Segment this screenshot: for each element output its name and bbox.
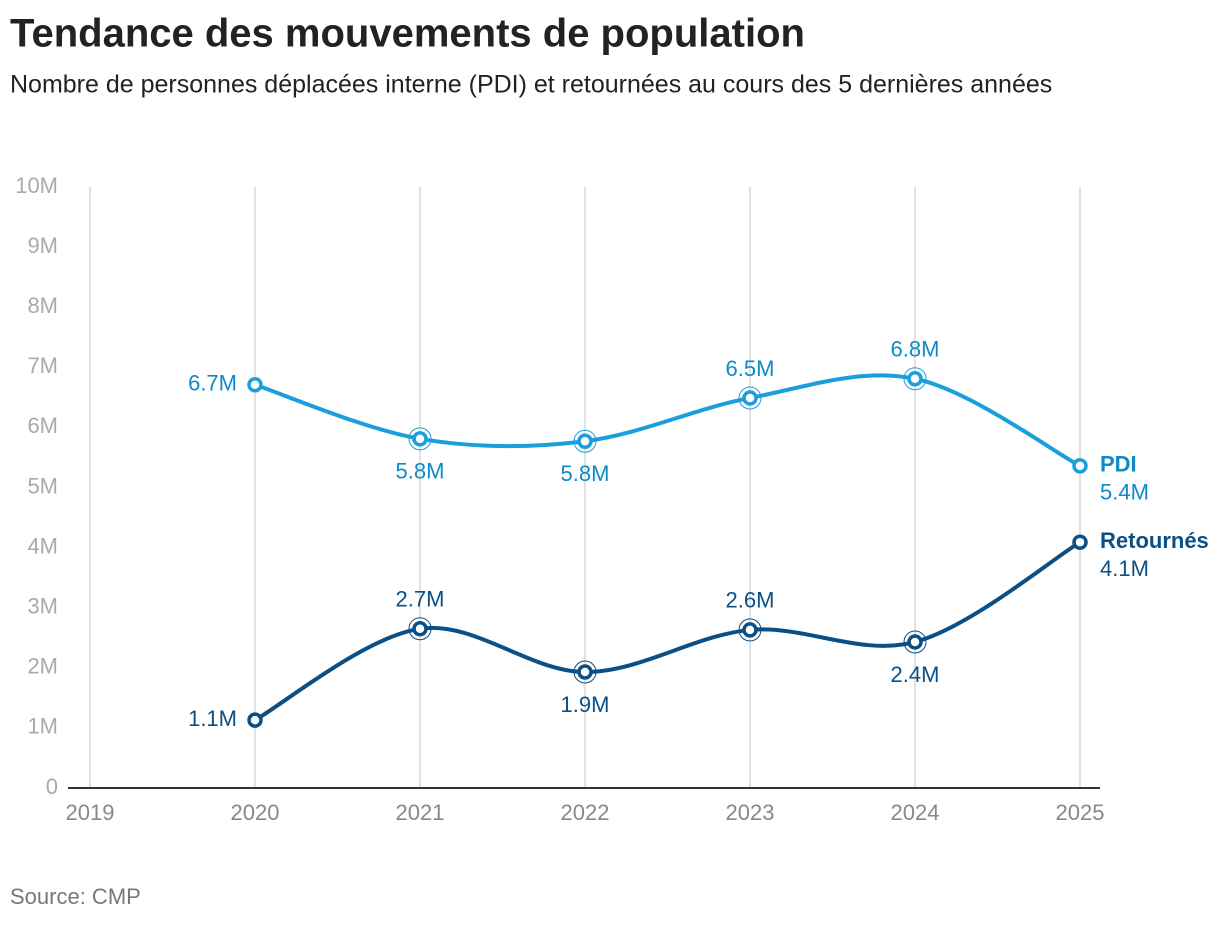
y-tick-label: 6M — [27, 413, 58, 438]
x-tick-label: 2025 — [1056, 800, 1105, 825]
y-tick-label: 0 — [46, 774, 58, 799]
marker-ring — [408, 427, 432, 451]
marker — [742, 622, 758, 638]
data-label: 5.8M — [561, 461, 610, 486]
marker — [247, 376, 263, 393]
y-tick-label: 9M — [27, 233, 58, 258]
series-line — [254, 540, 1082, 722]
data-label: 6.7M — [188, 371, 237, 396]
marker-ring — [738, 386, 762, 410]
marker — [577, 664, 593, 680]
marker-ring — [738, 618, 762, 642]
marker-ring — [573, 660, 597, 684]
y-tick-label: 5M — [27, 473, 58, 498]
data-label: 5.8M — [396, 459, 445, 484]
y-tick-label: 7M — [27, 353, 58, 378]
data-label: 1.1M — [188, 706, 237, 731]
x-tick-label: 2021 — [396, 800, 445, 825]
legend-label: PDI — [1100, 452, 1137, 477]
x-tick-label: 2023 — [726, 800, 775, 825]
marker — [742, 390, 758, 406]
marker — [907, 370, 923, 387]
data-label: 6.8M — [891, 337, 940, 362]
marker — [247, 712, 263, 728]
data-label: 4.1M — [1100, 556, 1149, 581]
data-label: 2.6M — [726, 588, 775, 613]
source: Source: CMP — [10, 884, 141, 909]
chart-subtitle: Nombre de personnes déplacées interne (P… — [10, 71, 1052, 99]
y-tick-label: 10M — [15, 173, 58, 198]
y-tick-label: 8M — [27, 293, 58, 318]
data-label: 2.4M — [891, 662, 940, 687]
chart-title: Tendance des mouvements de population — [10, 12, 805, 56]
x-tick-label: 2024 — [891, 800, 940, 825]
data-label: 1.9M — [561, 692, 610, 717]
data-label: 5.4M — [1100, 480, 1149, 505]
marker — [907, 634, 923, 650]
legend-label: Retournés — [1100, 528, 1209, 553]
marker-ring — [903, 630, 927, 654]
x-tick-label: 2020 — [231, 800, 280, 825]
marker — [1072, 534, 1088, 550]
y-tick-label: 2M — [27, 654, 58, 679]
marker-ring — [408, 617, 432, 641]
y-tick-label: 1M — [27, 714, 58, 739]
x-tick-label: 2019 — [66, 800, 115, 825]
y-tick-label: 4M — [27, 533, 58, 558]
data-label: 2.7M — [396, 587, 445, 612]
y-tick-label: 3M — [27, 594, 58, 619]
marker — [577, 433, 593, 449]
series-line — [254, 373, 1081, 468]
marker-ring — [903, 367, 927, 391]
marker — [1072, 458, 1088, 474]
marker — [412, 620, 428, 637]
marker — [412, 431, 428, 447]
x-tick-label: 2022 — [561, 800, 610, 825]
marker-ring — [573, 429, 597, 453]
data-label: 6.5M — [726, 356, 775, 381]
